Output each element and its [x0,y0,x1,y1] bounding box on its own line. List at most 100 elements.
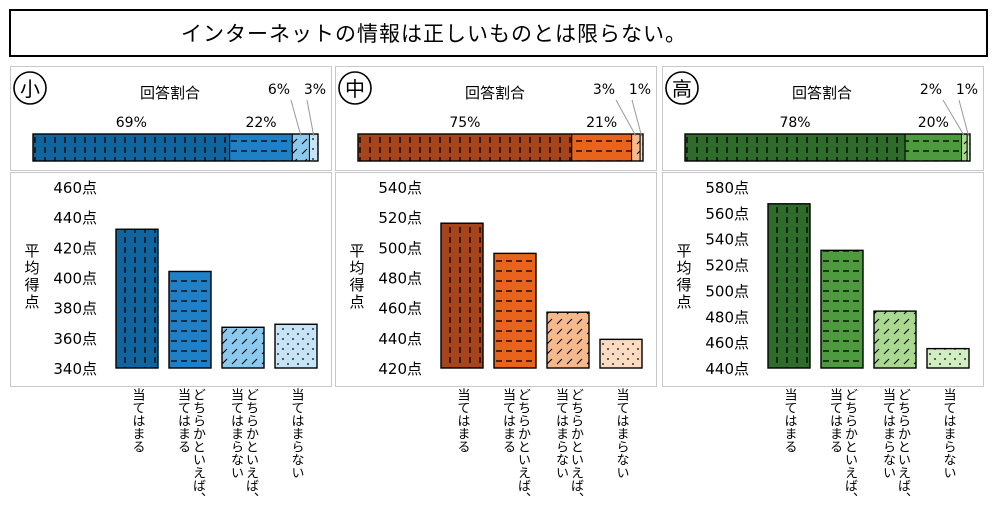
y-tick-label: 420点 [378,360,422,378]
y-tick-label: 540点 [705,231,749,249]
panel-high: 高 回答割合 78% 20% 2% 1% 440点 460点 480点 500点 520点 540点 5… [662,66,984,387]
share-value-label: 78% [779,115,810,131]
category-label: 当てはまる [454,388,470,453]
share-value-label: 22% [245,115,276,131]
y-tick-label: 360点 [53,330,97,348]
chart-svg: 高 回答割合 78% 20% 2% 1% 440点 460点 480点 500点 520点 540点 5… [662,66,984,387]
share-frame [335,66,657,171]
leader-line [958,99,970,137]
panel-label-circle [338,71,372,105]
share-label: 回答割合 [140,84,200,102]
category-labels-high: 当てはまる どちらかといえば、 当てはまる どちらかといえば、 当てはまらない 当ては… [662,388,984,528]
category-label: どちらかといえば、 当てはまる [500,388,530,505]
panel-label: 小 [20,77,40,101]
share-segment [961,133,968,162]
category-label: どちらかといえば、 当てはまる [827,388,857,505]
panel-label: 中 [345,77,365,101]
category-label: 当てはまらない [940,388,956,479]
share-value-label: 1% [629,82,651,98]
y-tick-label: 480点 [378,270,422,288]
panel-middle: 中 回答割合 75% 21% 3% 1% 420点 440点 460点 480点 500点 520点 5… [335,66,657,387]
y-tick-label: 520点 [705,257,749,275]
share-value-label: 75% [449,115,480,131]
title-box: インターネットの情報は正しいものとは限らない。 [9,9,988,57]
bar [820,249,864,369]
panel-label-circle [665,71,699,105]
share-frame [10,66,332,171]
share-value-label: 6% [268,82,290,98]
share-segment [32,133,231,162]
bar [440,222,484,369]
y-tick-label: 520点 [378,209,422,227]
leader-line [942,99,965,137]
y-tick-label: 540点 [378,179,422,197]
score-frame [335,172,657,387]
share-label: 回答割合 [792,84,852,102]
category-label: 当てはまる [129,388,145,453]
share-segment [308,133,319,162]
panel-elementary: 小 回答割合 69% 22% 6% 3% 340点 360点 380点 400点 420点 440点 4… [10,66,332,387]
panel-label: 高 [672,77,692,101]
y-axis-label: 平均得点 [24,242,39,311]
y-tick-label: 580点 [705,179,749,197]
share-segment [571,133,633,162]
category-labels-middle: 当てはまる どちらかといえば、 当てはまる どちらかといえば、 当てはまらない 当ては… [335,388,657,528]
share-segment [357,133,573,162]
y-tick-label: 440点 [378,330,422,348]
y-tick-label: 500点 [378,239,422,257]
bar [493,252,537,369]
bar [221,326,265,369]
bar [767,203,811,369]
share-value-label: 21% [586,115,617,131]
y-tick-label: 420点 [53,239,97,257]
y-tick-label: 340点 [53,360,97,378]
bar [926,347,970,369]
share-label: 回答割合 [465,84,525,102]
chart-svg: 小 回答割合 69% 22% 6% 3% 340点 360点 380点 400点 420点 440点 4… [10,66,332,387]
share-segment [684,133,906,162]
y-tick-label: 440点 [705,360,749,378]
share-bar-outline [357,133,644,162]
category-label: どちらかといえば、 当てはまらない [880,388,910,505]
category-label: どちらかといえば、 当てはまらない [553,388,583,505]
y-tick-label: 400点 [53,270,97,288]
y-tick-label: 380点 [53,300,97,318]
bar [168,270,212,369]
y-tick-label: 440点 [53,209,97,227]
panel-label-circle [13,71,47,105]
category-label: どちらかといえば、 当てはまる [175,388,205,505]
bar [115,228,159,369]
leader-line [631,99,643,137]
y-tick-label: 560点 [705,205,749,223]
category-label: 当てはまらない [288,388,304,479]
y-tick-label: 460点 [378,300,422,318]
score-frame [10,172,332,387]
y-tick-label: 480点 [705,308,749,326]
category-label: 当てはまる [781,388,797,453]
share-bar-outline [32,133,319,162]
leader-line [615,99,637,137]
share-value-label: 69% [116,115,147,131]
share-segment [291,133,310,162]
share-value-label: 2% [920,82,942,98]
leader-line [306,99,315,137]
bar [274,323,318,369]
chart-title: インターネットの情報は正しいものとは限らない。 [181,22,687,46]
share-value-label: 3% [593,82,615,98]
share-value-label: 3% [304,82,326,98]
category-labels-elementary: 当てはまる どちらかといえば、 当てはまる どちらかといえば、 当てはまらない 当ては… [10,388,332,528]
share-segment [904,133,963,162]
bar [599,338,643,369]
category-label: どちらかといえば、 当てはまらない [228,388,258,505]
share-value-label: 20% [918,115,949,131]
bar [873,310,917,369]
chart-svg: 中 回答割合 75% 21% 3% 1% 420点 440点 460点 480点 500点 520点 5… [335,66,657,387]
share-segment [631,133,641,162]
y-tick-label: 460点 [53,179,97,197]
share-value-label: 1% [956,82,978,98]
y-tick-label: 460点 [705,334,749,352]
category-label: 当てはまらない [613,388,629,479]
score-frame [662,172,984,387]
share-segment [229,133,293,162]
y-tick-label: 500点 [705,282,749,300]
